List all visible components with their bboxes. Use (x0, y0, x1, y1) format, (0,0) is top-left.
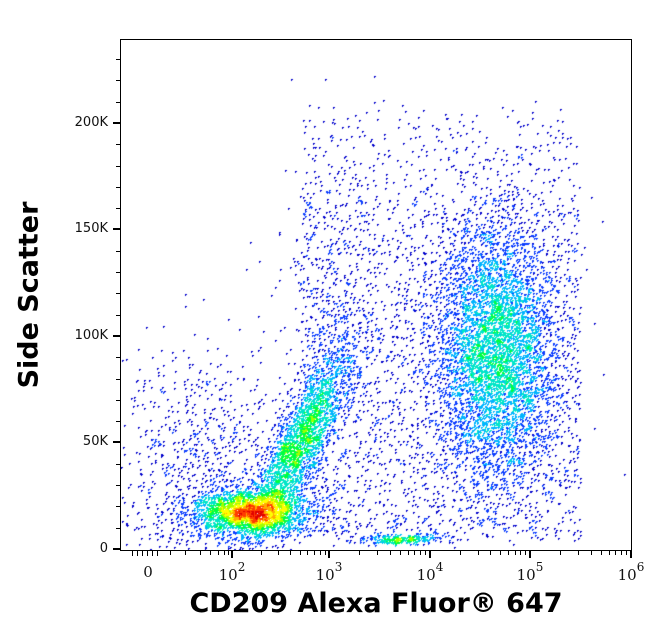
x-minor-tick (400, 551, 401, 555)
x-minor-tick (320, 551, 321, 555)
y-minor-tick (116, 251, 120, 252)
y-minor-tick (116, 485, 120, 486)
x-minor-tick (601, 551, 602, 555)
y-minor-tick (116, 421, 120, 422)
x-major-tick (429, 551, 431, 558)
y-minor-tick (116, 464, 120, 465)
x-tick-label: 104 (416, 560, 444, 584)
x-tick-label: 106 (617, 560, 645, 584)
y-minor-tick (116, 144, 120, 145)
x-tick-label: 103 (315, 560, 343, 584)
x-axis-title: CD209 Alexa Fluor® 647 (189, 588, 563, 619)
x-minor-tick (578, 551, 579, 555)
x-minor-tick (626, 551, 627, 555)
x-minor-tick (278, 551, 279, 555)
x-minor-tick (157, 551, 158, 556)
y-minor-tick (116, 187, 120, 188)
x-minor-tick (425, 551, 426, 555)
x-minor-tick (390, 551, 391, 555)
y-tick-label: 0 (99, 541, 108, 556)
x-minor-tick (170, 551, 171, 555)
y-minor-tick (116, 357, 120, 358)
y-major-tick (113, 548, 120, 550)
y-major-tick (113, 441, 120, 443)
y-major-tick (113, 335, 120, 337)
x-minor-tick (377, 551, 378, 555)
x-minor-tick (500, 551, 501, 555)
x-minor-tick (520, 551, 521, 555)
y-minor-tick (116, 166, 120, 167)
x-minor-tick (615, 551, 616, 555)
y-tick-label: 100K (74, 328, 108, 343)
x-minor-tick (515, 551, 516, 555)
y-minor-tick (116, 400, 120, 401)
y-major-tick (113, 122, 120, 124)
x-minor-tick (228, 551, 229, 555)
x-minor-tick (137, 551, 138, 556)
x-minor-tick (460, 551, 461, 555)
x-minor-tick (609, 551, 610, 555)
x-minor-tick (359, 551, 360, 555)
x-minor-tick (132, 551, 133, 556)
x-minor-tick (200, 551, 201, 555)
x-minor-tick (142, 551, 143, 556)
y-tick-label: 200K (74, 115, 108, 130)
x-minor-tick (621, 551, 622, 555)
x-minor-tick (591, 551, 592, 555)
x-tick-label: 102 (218, 560, 246, 584)
x-major-tick (630, 551, 632, 558)
y-major-tick (113, 228, 120, 230)
y-minor-tick (116, 208, 120, 209)
y-minor-tick (116, 528, 120, 529)
x-minor-tick (508, 551, 509, 555)
x-minor-tick (185, 551, 186, 555)
y-axis-title: Side Scatter (13, 201, 45, 389)
x-minor-tick (414, 551, 415, 555)
x-minor-tick (210, 551, 211, 555)
x-minor-tick (147, 551, 148, 556)
y-minor-tick (116, 102, 120, 103)
x-minor-tick (261, 551, 262, 555)
y-minor-tick (116, 379, 120, 380)
density-plot (121, 40, 631, 550)
y-minor-tick (116, 315, 120, 316)
x-major-tick (529, 551, 531, 558)
x-minor-tick (152, 551, 153, 556)
y-minor-tick (116, 293, 120, 294)
x-minor-tick (314, 551, 315, 555)
x-minor-tick (325, 551, 326, 555)
x-minor-tick (420, 551, 421, 555)
x-minor-tick (490, 551, 491, 555)
x-minor-tick (408, 551, 409, 555)
x-minor-tick (218, 551, 219, 555)
x-minor-tick (525, 551, 526, 555)
y-tick-label: 150K (74, 221, 108, 236)
y-minor-tick (116, 506, 120, 507)
y-minor-tick (116, 59, 120, 60)
y-tick-label: 50K (82, 434, 108, 449)
x-major-tick (328, 551, 330, 558)
y-minor-tick (116, 80, 120, 81)
x-minor-tick (307, 551, 308, 555)
x-minor-tick (300, 551, 301, 555)
x-tick-label: 105 (516, 560, 544, 584)
x-tick-label: 0 (143, 563, 153, 581)
x-minor-tick (290, 551, 291, 555)
y-minor-tick (116, 272, 120, 273)
x-minor-tick (560, 551, 561, 555)
x-minor-tick (478, 551, 479, 555)
x-major-tick (231, 551, 233, 558)
x-minor-tick (224, 551, 225, 555)
